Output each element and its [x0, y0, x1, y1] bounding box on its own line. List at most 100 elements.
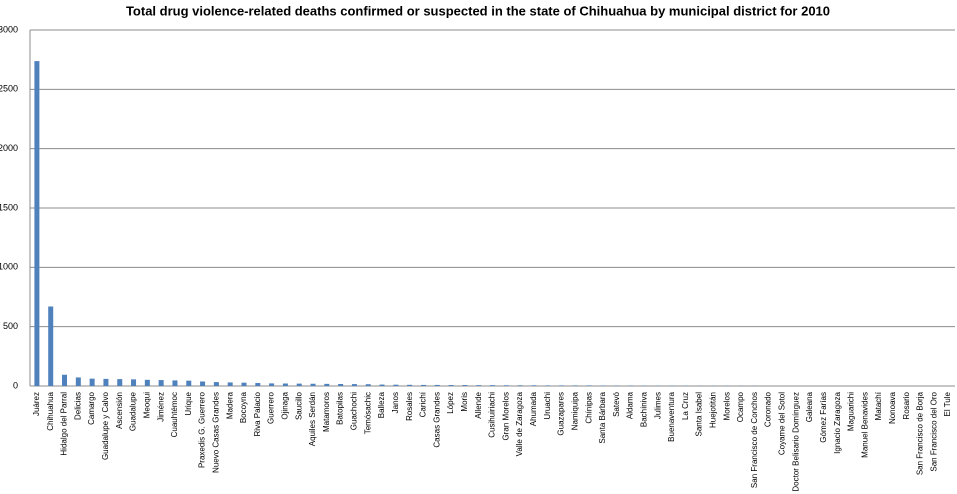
- bar: [34, 61, 40, 386]
- bar: [282, 383, 288, 386]
- x-tick-label: Uruachi: [543, 392, 552, 420]
- bar: [448, 385, 454, 386]
- y-tick-label: 2000: [0, 143, 18, 153]
- bar: [89, 378, 95, 386]
- x-tick-label: Galeana: [805, 391, 814, 422]
- bar: [517, 385, 523, 386]
- x-tick-label: San Francisco de Borja: [916, 391, 925, 475]
- x-tick-label: Madera: [225, 391, 234, 419]
- x-tick-label: Camargo: [87, 391, 96, 424]
- bar: [200, 381, 206, 386]
- x-tick-label: Coronado: [764, 391, 773, 427]
- x-tick-label: Gómez Farías: [819, 392, 828, 443]
- bar: [434, 384, 440, 386]
- x-tick-label: Maguarichi: [847, 392, 856, 431]
- bar: [227, 382, 233, 386]
- x-tick-label: Balleza: [377, 391, 386, 418]
- bar: [310, 383, 316, 386]
- x-tick-label: Delicias: [73, 392, 82, 420]
- x-tick-label: Allende: [474, 391, 483, 418]
- x-tick-label: Guazapares: [557, 392, 566, 436]
- x-tick-label: Bocoyna: [239, 391, 248, 423]
- x-tick-label: Nonoava: [888, 391, 897, 424]
- x-tick-label: Rosales: [405, 392, 414, 421]
- x-tick-label: Jiménez: [156, 392, 165, 422]
- x-tick-label: Ascensión: [115, 392, 124, 429]
- bar: [255, 383, 261, 386]
- x-tick-label: Riva Palacio: [253, 391, 262, 436]
- x-tick-label: Guerrero: [267, 391, 276, 424]
- bar: [158, 380, 164, 386]
- bar: [338, 383, 344, 386]
- bar: [213, 382, 219, 386]
- x-tick-label: Matachí: [874, 391, 883, 420]
- y-tick-label: 3000: [0, 24, 18, 34]
- bar: [324, 383, 330, 386]
- x-tick-label: Batopilas: [336, 392, 345, 425]
- bar: [572, 385, 578, 386]
- bar: [393, 384, 399, 386]
- x-tick-label: Doctor Belisario Domínguez: [791, 392, 800, 492]
- x-tick-label: El Tule: [943, 391, 952, 416]
- x-tick-label: Coyame del Sotol: [778, 392, 787, 455]
- bar: [62, 374, 68, 386]
- y-tick-label: 2500: [0, 84, 18, 94]
- x-tick-label: Santa Bárbara: [598, 391, 607, 443]
- x-tick-label: Saucillo: [294, 391, 303, 420]
- bar: [586, 385, 592, 386]
- x-tick-label: Cusihuiriachi: [488, 392, 497, 438]
- x-tick-label: Ojinaga: [281, 391, 290, 419]
- bar: [490, 385, 495, 386]
- x-tick-label: Juárez: [32, 392, 41, 416]
- x-tick-label: Ignacio Zaragoza: [833, 391, 842, 453]
- x-tick-label: Guadalupe: [129, 391, 138, 431]
- x-tick-label: Bachíniva: [639, 391, 648, 427]
- y-tick-label: 0: [13, 380, 18, 390]
- x-tick-label: Rosario: [902, 391, 911, 419]
- bar: [407, 384, 413, 386]
- x-tick-label: Satevó: [612, 391, 621, 416]
- bar: [241, 382, 247, 386]
- x-tick-label: Morelos: [722, 392, 731, 420]
- x-tick-label: Cuauhtémoc: [170, 392, 179, 437]
- bar: [75, 377, 81, 386]
- x-tick-label: Namiquipa: [570, 391, 579, 430]
- x-tick-label: Julimes: [653, 392, 662, 419]
- x-tick-label: Matamoros: [322, 392, 331, 432]
- x-tick-label: Chihuahua: [46, 391, 55, 430]
- x-tick-label: Aldama: [626, 391, 635, 419]
- x-tick-label: Manuel Benavides: [860, 392, 869, 458]
- bar: [379, 384, 385, 386]
- x-tick-label: Casas Grandes: [432, 392, 441, 448]
- bar: [296, 383, 302, 386]
- bar: [186, 380, 192, 386]
- x-tick-label: Carichí: [419, 391, 428, 417]
- bar: [365, 384, 371, 386]
- x-tick-label: Santa Isabel: [695, 392, 704, 437]
- bar: [503, 385, 509, 386]
- bar: [269, 383, 275, 386]
- y-tick-label: 1000: [0, 262, 18, 272]
- x-tick-label: Meoqui: [142, 392, 151, 418]
- x-tick-label: López: [446, 392, 455, 414]
- x-tick-label: Aquiles Serdán: [308, 392, 317, 446]
- x-tick-label: Chínipas: [584, 392, 593, 424]
- bar: [172, 380, 178, 386]
- bar: [48, 306, 54, 386]
- x-tick-label: Hidalgo del Parral: [60, 392, 69, 456]
- bar: [131, 379, 137, 386]
- bar: [103, 378, 109, 386]
- x-tick-label: Guadalupe y Calvo: [101, 391, 110, 460]
- y-tick-label: 500: [3, 321, 18, 331]
- x-tick-label: Guachochi: [350, 392, 359, 430]
- bar: [144, 379, 150, 386]
- x-tick-label: Nuevo Casas Grandes: [211, 392, 220, 473]
- bar: [531, 385, 537, 386]
- bar: [462, 385, 468, 386]
- chart-title: Total drug violence-related deaths confi…: [126, 3, 830, 18]
- x-tick-label: Temósachic: [363, 392, 372, 434]
- bar: [117, 379, 123, 386]
- bar: [545, 385, 551, 386]
- x-tick-label: Gran Morelos: [501, 392, 510, 440]
